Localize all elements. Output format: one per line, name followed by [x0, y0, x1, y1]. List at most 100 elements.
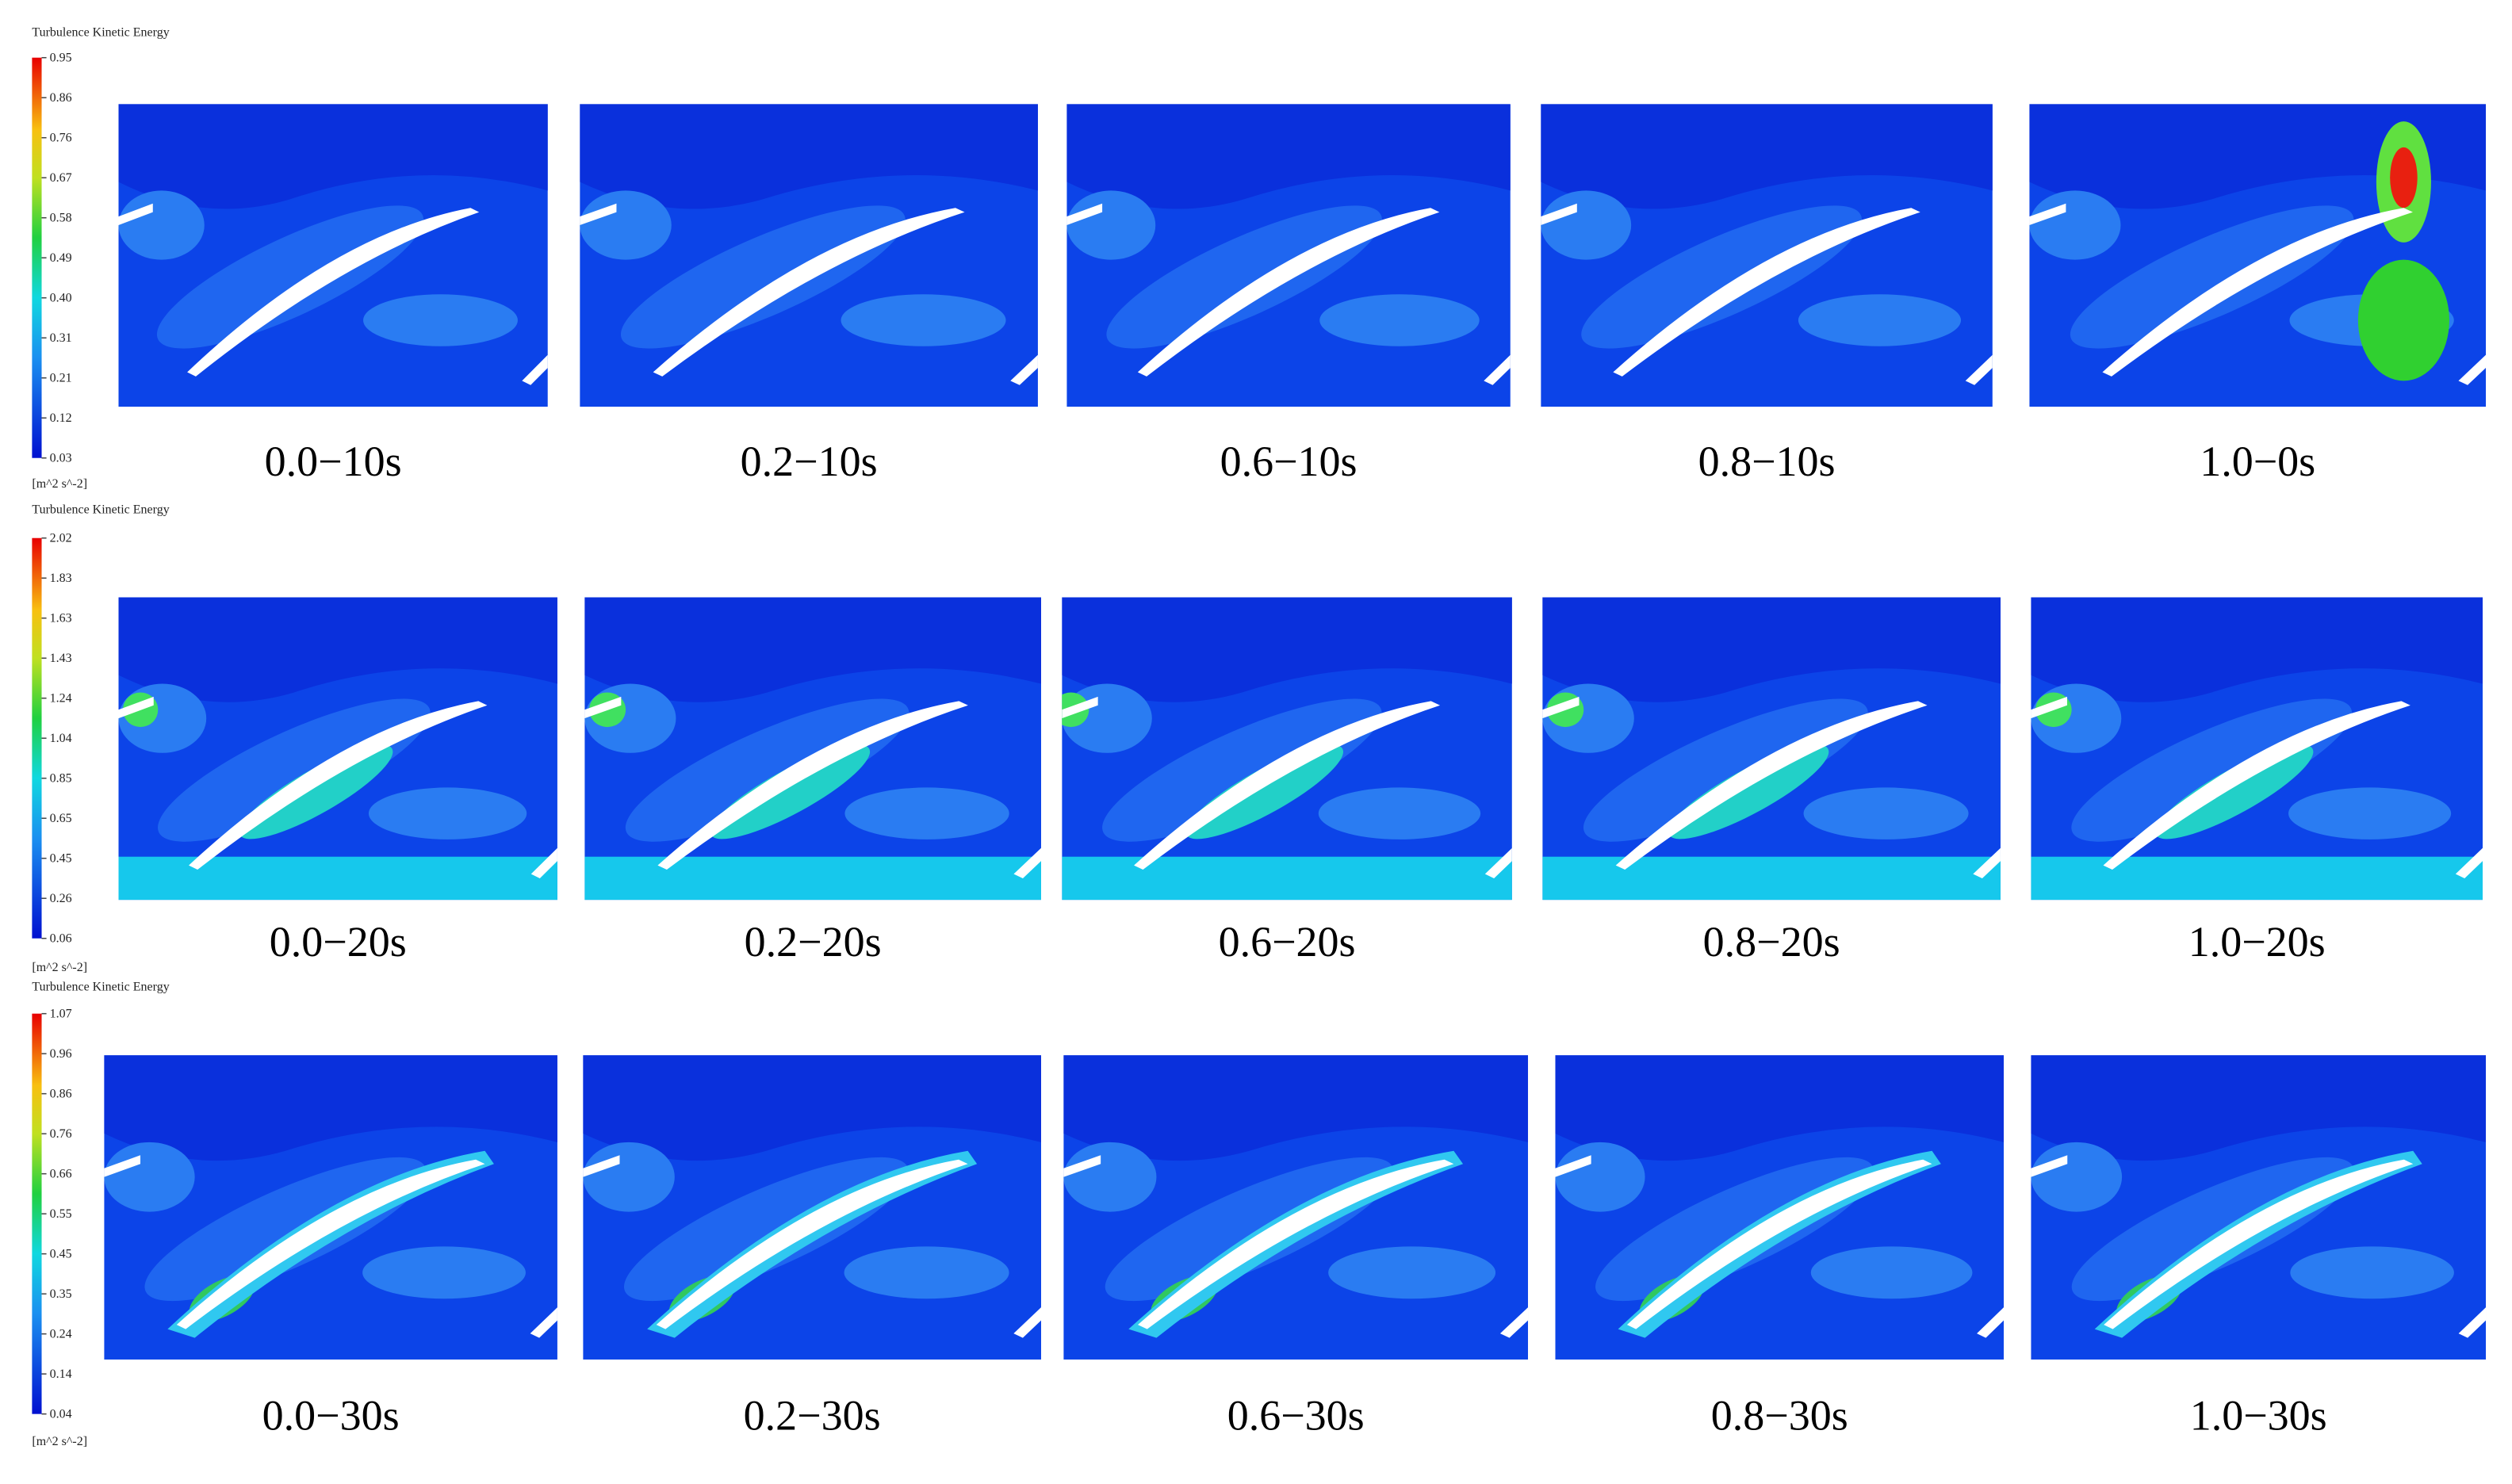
wake	[2070, 205, 2354, 349]
blade-stub	[2031, 1155, 2068, 1177]
legend-tick-label: 0.12	[50, 411, 72, 425]
legend-tick-label: 0.40	[50, 292, 72, 305]
blade	[1613, 208, 1920, 377]
low-region	[1541, 104, 1993, 209]
legend-unit: [m^2 s^-2]	[32, 477, 87, 491]
blade	[657, 701, 968, 870]
low-region	[104, 1055, 557, 1161]
wake	[1581, 205, 1862, 349]
wake	[1328, 1246, 1496, 1299]
legend-tick-label: 0.95	[50, 52, 72, 65]
contour-plot	[2031, 1055, 2487, 1360]
legend-title: Turbulence Kinetic Energy	[32, 25, 169, 39]
wake	[1810, 1246, 1973, 1299]
wake	[1318, 787, 1481, 840]
low-region	[1063, 1055, 1529, 1161]
contour-plot	[1063, 1055, 1529, 1360]
low-region	[580, 104, 1038, 209]
high-region	[1185, 744, 1344, 840]
panel-caption: 0.8−30s	[1711, 1392, 1848, 1440]
panel-caption: 1.0−0s	[2200, 438, 2315, 485]
legend-tick-label: 0.21	[50, 372, 72, 385]
edge-layer	[2094, 1150, 2422, 1338]
blade-stub	[1555, 1155, 1591, 1177]
wake	[2290, 1246, 2454, 1299]
panel-caption: 1.0−20s	[2188, 918, 2326, 966]
contour-plot	[118, 597, 557, 901]
legend-tick-label: 0.14	[50, 1367, 72, 1381]
blade-stub	[584, 696, 622, 719]
blade-stub	[1965, 354, 1993, 385]
contour-plot	[1555, 1055, 2005, 1360]
blade-stub	[1013, 1307, 1041, 1338]
contour-plot	[580, 104, 1038, 407]
contour-plot	[118, 104, 548, 407]
legend-tick-label: 0.58	[50, 212, 72, 225]
legend-tick-label: 2.02	[50, 532, 72, 545]
low-region	[2031, 1055, 2487, 1161]
wake	[620, 205, 906, 349]
blade-stub	[530, 1307, 557, 1338]
blade-stub	[118, 203, 153, 226]
low-region	[1062, 597, 1512, 702]
legend-tick-label: 1.04	[50, 732, 72, 745]
contour-plot	[584, 597, 1041, 901]
contour-plot	[1541, 104, 1993, 407]
wake	[156, 205, 424, 349]
contour-plot	[2029, 104, 2487, 407]
blade	[653, 208, 965, 377]
wake	[2288, 787, 2452, 840]
blade	[1134, 701, 1441, 870]
wake	[1102, 698, 1382, 842]
contour-plot	[1062, 597, 1512, 901]
wake	[1063, 1142, 1157, 1212]
blade-stub	[2029, 203, 2066, 226]
blade-stub	[580, 203, 617, 226]
legend-tick-label: 0.45	[50, 852, 72, 866]
wake	[1555, 1142, 1645, 1212]
wake	[2029, 190, 2121, 260]
legend-tick-label: 0.24	[50, 1328, 72, 1341]
legend-title: Turbulence Kinetic Energy	[32, 503, 169, 516]
low-region	[1555, 1055, 2005, 1161]
wake	[841, 294, 1006, 346]
legend-tick-label: 1.83	[50, 572, 72, 585]
high-region	[710, 744, 871, 840]
bottom-band	[1542, 856, 2001, 901]
legend-tick-label: 0.66	[50, 1168, 72, 1181]
panel-caption: 0.8−20s	[1703, 918, 1840, 966]
low-region	[583, 1055, 1041, 1161]
blade-stub	[1977, 1307, 2005, 1338]
blade-stub	[1062, 696, 1098, 719]
legend-tick-label: 0.55	[50, 1207, 72, 1221]
edge-layer	[1618, 1150, 1941, 1338]
wake	[1541, 190, 1632, 260]
blade-stub	[583, 1155, 620, 1177]
blade-stub	[1541, 203, 1577, 226]
panel-caption: 0.0−20s	[270, 918, 407, 966]
wake	[583, 1142, 675, 1212]
low-region	[1066, 104, 1511, 209]
color-bar	[32, 537, 42, 939]
blade-stub	[2455, 847, 2483, 878]
wake	[118, 190, 205, 260]
peak-region	[2390, 147, 2418, 208]
high-region	[1668, 744, 1829, 840]
legend-tick-label: 0.67	[50, 171, 72, 185]
legend-tick-label: 0.86	[50, 1088, 72, 1101]
blade-stub	[522, 354, 548, 385]
legend-tick-label: 0.26	[50, 892, 72, 905]
bottom-band	[2031, 856, 2483, 901]
panel-caption: 0.8−10s	[1698, 438, 1836, 485]
blade-stub	[1484, 354, 1511, 385]
wake	[580, 190, 672, 260]
legend-tick-label: 1.43	[50, 652, 72, 665]
legend-unit: [m^2 s^-2]	[32, 961, 87, 974]
wake	[625, 698, 909, 842]
wake	[158, 698, 431, 842]
blade-stub	[1973, 847, 2001, 878]
color-bar	[32, 57, 42, 458]
wake	[2031, 1142, 2123, 1212]
high-region	[239, 744, 393, 840]
wake	[1105, 1157, 1394, 1302]
